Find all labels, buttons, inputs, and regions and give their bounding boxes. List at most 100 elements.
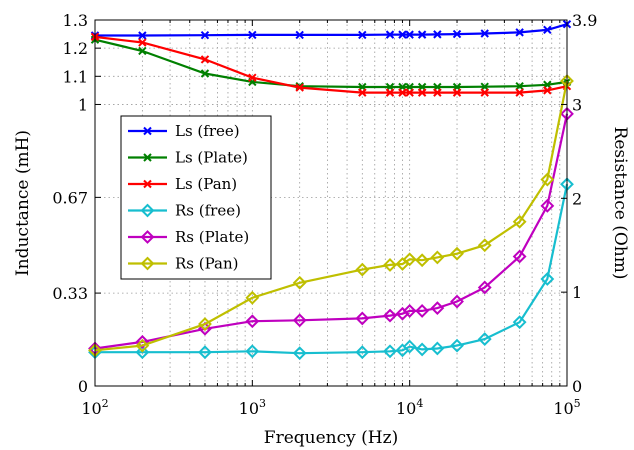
data-point: [415, 304, 430, 318]
data-point: [452, 29, 462, 39]
data-point: [198, 345, 212, 360]
legend-label: Rs (Plate): [175, 228, 249, 246]
data-point: [540, 172, 555, 187]
data-point: [135, 338, 150, 353]
y-tick-label: 0.67: [52, 188, 88, 207]
legend-entry: Rs (free): [128, 202, 241, 220]
data-point: [198, 317, 212, 331]
x-tick-label: 105: [553, 397, 580, 418]
data-point: [135, 345, 150, 360]
legend-label: Rs (free): [175, 202, 241, 220]
data-point: [430, 341, 445, 356]
data-point: [200, 55, 210, 64]
data-point: [450, 246, 464, 261]
data-point: [450, 294, 464, 309]
data-point: [138, 46, 147, 56]
data-point: [402, 252, 417, 267]
data-point: [405, 30, 414, 39]
data-point: [245, 290, 260, 305]
data-point: [383, 308, 397, 323]
data-point: [433, 88, 442, 97]
data-point: [543, 25, 552, 35]
series-1: [90, 35, 572, 92]
legend-marker: [143, 179, 152, 189]
legend-marker: [140, 256, 155, 271]
data-point: [402, 339, 417, 354]
data-point: [477, 332, 492, 346]
legend-marker: [140, 230, 155, 244]
data-point: [450, 338, 464, 353]
data-point: [248, 30, 257, 40]
data-point: [512, 214, 527, 229]
data-point: [355, 345, 370, 360]
data-point: [398, 30, 407, 39]
data-point: [515, 88, 524, 97]
y2-tick-label: 3.9: [572, 11, 597, 30]
legend-entry: Rs (Pan): [128, 255, 239, 273]
series-0: [90, 20, 572, 40]
data-point: [385, 88, 395, 97]
data-point: [477, 238, 492, 253]
data-point: [355, 262, 370, 277]
series-group: [88, 20, 574, 361]
x-tick-label: 104: [396, 397, 423, 418]
data-point: [512, 249, 527, 264]
y-tick-label: 0.33: [52, 284, 88, 303]
series-line: [94, 38, 568, 89]
data-point: [417, 30, 427, 39]
data-point: [540, 272, 555, 286]
data-point: [477, 280, 492, 295]
data-point: [398, 88, 407, 97]
series-line: [94, 35, 568, 94]
data-point: [383, 258, 397, 272]
data-point: [200, 30, 210, 40]
data-point: [452, 88, 462, 97]
data-point: [245, 344, 260, 359]
y2-tick-label: 3: [572, 95, 582, 114]
data-point: [292, 346, 307, 361]
legend-marker: [143, 126, 152, 136]
data-point: [402, 304, 417, 318]
data-point: [433, 30, 442, 39]
y2-axis-label: Resistance (Ohm): [610, 127, 630, 280]
data-point: [415, 342, 430, 357]
legend-entry: Ls (Plate): [128, 149, 248, 167]
series-2: [90, 32, 572, 97]
x-tick-label: 103: [239, 397, 266, 418]
data-point: [292, 313, 307, 328]
data-point: [200, 69, 210, 78]
data-point: [138, 38, 147, 47]
data-point: [417, 88, 427, 97]
data-point: [385, 30, 395, 39]
data-point: [248, 73, 257, 82]
data-point: [430, 301, 445, 316]
data-point: [540, 198, 555, 213]
data-point: [355, 311, 370, 326]
data-point: [138, 31, 147, 40]
legend-box: [120, 115, 272, 280]
legend-entry: Ls (free): [128, 122, 240, 140]
plot-frame: [94, 19, 568, 387]
data-point: [543, 86, 552, 95]
x-tick-label: 102: [81, 397, 108, 418]
data-point: [245, 314, 260, 329]
legend-marker: [140, 203, 155, 218]
data-point: [480, 88, 489, 97]
data-point: [358, 30, 367, 40]
y-tick-label: 0: [78, 377, 88, 396]
data-point: [292, 275, 307, 290]
data-point: [358, 88, 367, 97]
data-point: [430, 250, 445, 265]
data-point: [383, 344, 397, 359]
legend-entry: Rs (Plate): [128, 228, 249, 246]
legend: Ls (free) Ls (Plate) Ls (Pan) Rs (free) Rs (…: [120, 115, 272, 280]
data-point: [415, 253, 430, 268]
data-point: [295, 83, 304, 92]
data-point: [295, 30, 304, 40]
y2-tick-label: 2: [572, 189, 582, 208]
legend-label: Ls (free): [175, 122, 240, 140]
legend-label: Rs (Pan): [175, 255, 239, 273]
series-5: [88, 74, 574, 358]
y-tick-label: 1.3: [63, 11, 88, 30]
y-axis-label: Inductance (mH): [13, 130, 33, 276]
